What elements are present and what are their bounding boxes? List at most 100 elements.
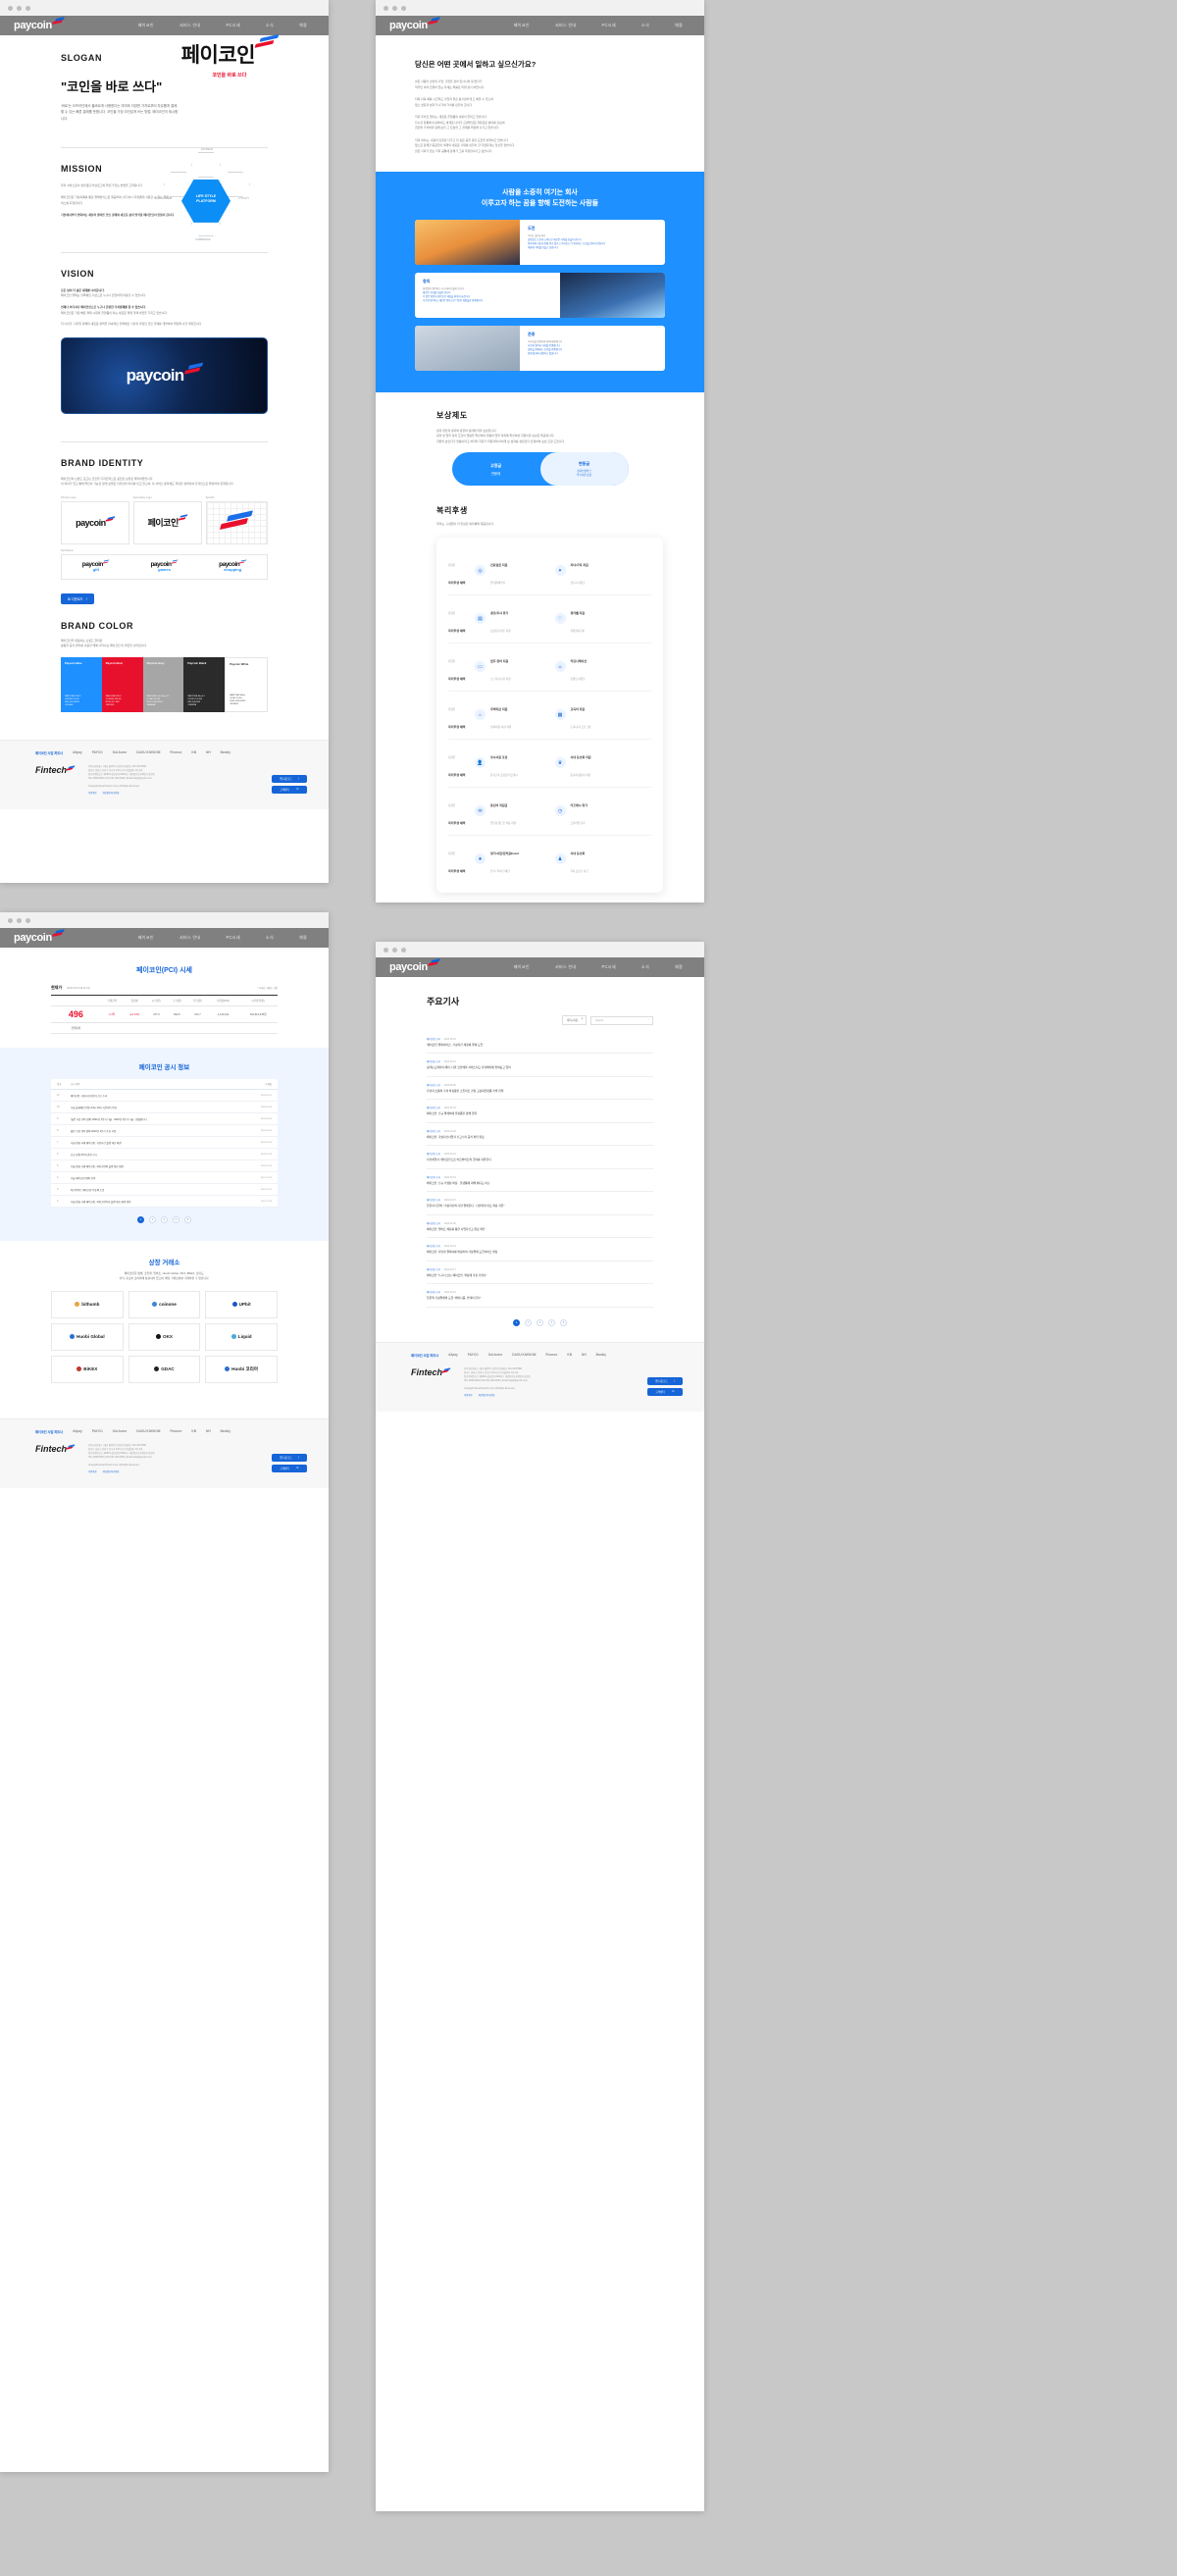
news-item[interactable]: 페이코인 소식 2022.03.10 달온핵 가상결제의 도입 "페이니즘, 컨텍이…	[427, 1284, 653, 1308]
page-3[interactable]: 3	[537, 1318, 543, 1326]
news-search-input[interactable]: Search ⌕	[590, 1015, 653, 1025]
window-close-dot[interactable]	[384, 947, 388, 953]
value-card[interactable]: 창의 끊임없이 생각하고 시도하며 만들어 갑니다 새로운 가치를 만들어 갑니다 더…	[415, 272, 665, 318]
footer-link-privacy[interactable]: 개인정보처리방침	[478, 1394, 495, 1397]
support-button[interactable]: 고객센터 ☏	[272, 1464, 307, 1472]
notice-title-cell[interactable]: 다날 협회 사례 페이코인, 파이코인이하 플랫 제휴 체결 확인	[71, 1200, 131, 1204]
footer-link-terms[interactable]: 이용약관	[464, 1394, 473, 1397]
window-maximize-dot[interactable]	[401, 947, 406, 953]
page-1[interactable]: 1	[137, 1216, 144, 1223]
partner-logo-4[interactable]: Finance	[170, 1429, 182, 1434]
news-title[interactable]: 페이코인, 신규 가맹점 확장 · 플랫폼에 대해 에디도 이슈	[427, 1180, 490, 1185]
nav-item-service[interactable]: 서비스 안내	[554, 964, 577, 969]
app-download-button[interactable]: 앱 다운로드 ⤓	[272, 774, 307, 783]
nav-item-price[interactable]: PC시세	[226, 935, 240, 940]
site-logo[interactable]: paycoin	[14, 20, 64, 31]
exchange-logo-8[interactable]: Huobi 코리아	[205, 1355, 278, 1383]
partner-logo-2[interactable]: GoLfzone	[112, 1429, 128, 1434]
exchange-logo-0[interactable]: bithumb	[51, 1290, 124, 1318]
nav-item-paycoin[interactable]: 페이코인	[137, 23, 154, 27]
news-item[interactable]: 페이코인 소식 2022.04.21 다날계열사, 페이코인으로 아르바이트의 급여…	[427, 1146, 653, 1169]
footer-link-terms[interactable]: 이용약관	[88, 1470, 97, 1473]
page-2[interactable]: 2	[525, 1318, 532, 1326]
notice-row[interactable]: 11 페이코인, 가상자산사업자 신고 수리 2022-04-12	[51, 1090, 278, 1102]
exchange-logo-1[interactable]: coinone	[128, 1290, 201, 1318]
news-item[interactable]: 페이코인 소식 2022.05.09 다날과 소통의 가격 확장동인 스튜어트 경험…	[427, 1077, 653, 1101]
notice-title-cell[interactable]: 다날 협회 사례 페이코인, 가상자산 플랫 제휴 체결	[71, 1141, 122, 1145]
partner-logo-0[interactable]: Alipay	[448, 1353, 458, 1358]
nav-item-price[interactable]: PC시세	[601, 964, 616, 969]
news-title[interactable]: 다날계열사, 페이코인으로 아르바이트의 급여를 지원한다	[427, 1158, 491, 1162]
notice-row[interactable]: 10 다날 블록체인 법인 Arby, Arby 지분취득 완료 2022-03-1…	[51, 1102, 278, 1113]
news-title[interactable]: 페이코인 "누구나 쓰는 페이코인, 확장에 가장 가깝다"	[427, 1272, 487, 1277]
news-item[interactable]: 페이코인 소식 2022.05.04 페이코인, 신규 결제처에 플랫폼을 향해 협…	[427, 1100, 653, 1123]
notice-row[interactable]: 8 달온 가상 행복 협의 2022년 1분기 주요 사업 2022-02-25	[51, 1125, 278, 1137]
notice-title-cell[interactable]: '달온 가상 행복 협의' 2022년 1분기 다날 · 2022년 1분기 다…	[71, 1117, 147, 1121]
search-icon[interactable]: ⌕	[647, 1017, 649, 1021]
news-title[interactable]: 달온과 다달이 "가상자산의 다날 결제한다 · 다날의데 리프 확장 자유"	[427, 1204, 505, 1209]
nav-item-paycoin[interactable]: 페이코인	[137, 935, 154, 940]
notice-row[interactable]: 5 다날 협회 사례 페이코인, 파이코인의 플랫 제휴 체결 2022-01-14	[51, 1160, 278, 1172]
nav-item-service[interactable]: 서비스 안내	[179, 23, 201, 27]
partner-logo-3[interactable]: DAOU KIWOOM	[512, 1353, 537, 1358]
partner-logo-6[interactable]: NH	[206, 750, 211, 755]
nav-item-careers[interactable]: 채용	[674, 23, 683, 27]
partner-logo-0[interactable]: Alipay	[73, 1429, 82, 1434]
nav-item-careers[interactable]: 채용	[298, 935, 307, 940]
page-3[interactable]: 3	[161, 1216, 168, 1223]
app-download-button[interactable]: 앱 다운로드 ⤓	[647, 1376, 683, 1385]
news-item[interactable]: 페이코인 소식 2022.04.15 페이코인, 신규 가맹점 확장 · 플랫폼에 …	[427, 1169, 653, 1193]
partner-logo-5[interactable]: KB	[191, 1429, 197, 1434]
notice-title-cell[interactable]: 페이코인, 가상자산사업자 신고 수리	[71, 1094, 108, 1098]
partner-logo-0[interactable]: Alipay	[73, 750, 82, 755]
notice-title-cell[interactable]: 다날 블록체인 법인 Arby, Arby 지분취득 완료	[71, 1106, 118, 1109]
news-item[interactable]: 페이코인 소식 2022.05.12 [단독] 도레이어 페이, 다날 코인페이 서…	[427, 1054, 653, 1077]
notice-row[interactable]: 6 신규 상장 (PCI) 관련 공시 2022-01-28	[51, 1149, 278, 1160]
window-close-dot[interactable]	[384, 5, 388, 11]
support-button[interactable]: 고객센터 ☏	[272, 785, 307, 794]
window-close-dot[interactable]	[8, 917, 13, 923]
notice-title-cell[interactable]: 신규 상장 (PCI) 관련 공시	[71, 1153, 98, 1157]
window-close-dot[interactable]	[8, 5, 13, 11]
news-item[interactable]: 페이코인 소식 2022.04.28 페이코인, 가상자산사업자 신고수리 공식 확…	[427, 1123, 653, 1147]
nav-item-news[interactable]: 소식	[265, 23, 274, 27]
window-maximize-dot[interactable]	[26, 5, 30, 11]
partner-logo-7[interactable]: Bankly	[220, 750, 231, 755]
window-minimize-dot[interactable]	[17, 917, 22, 923]
news-item[interactable]: 페이코인 소식 2022.03.24 페이코인, 다날과 결제사를 확장하여 가상결…	[427, 1238, 653, 1262]
exchange-logo-2[interactable]: UPbit	[205, 1290, 278, 1318]
exchange-logo-6[interactable]: BiKEX	[51, 1355, 124, 1383]
exchange-logo-4[interactable]: OKX	[128, 1322, 201, 1351]
nav-item-paycoin[interactable]: 페이코인	[513, 23, 530, 27]
nav-item-news[interactable]: 소식	[265, 935, 274, 940]
news-title[interactable]: 페이코인, 업비트 제휴를 통한 사업자신고 완료 확인	[427, 1226, 486, 1231]
footer-link-privacy[interactable]: 개인정보처리방침	[102, 792, 120, 795]
news-title[interactable]: 달온핵 가상결제의 도입 "페이니즘, 컨텍이 한다"	[427, 1296, 482, 1301]
notice-row[interactable]: 4 다날 페이코인 협의 진행 2021-12-23	[51, 1172, 278, 1184]
nav-item-price[interactable]: PC시세	[601, 23, 616, 27]
nav-item-careers[interactable]: 채용	[674, 964, 683, 969]
partner-logo-2[interactable]: GoLfzone	[487, 1353, 503, 1358]
news-title[interactable]: 페이코인, 다날과 결제사를 확장하여 가상결제 도입서비스 확장	[427, 1250, 498, 1255]
page-5[interactable]: 5	[560, 1318, 567, 1326]
partner-logo-4[interactable]: Finance	[170, 750, 182, 755]
site-logo[interactable]: paycoin	[14, 932, 64, 944]
nav-item-service[interactable]: 서비스 안내	[179, 935, 201, 940]
nav-item-careers[interactable]: 채용	[298, 23, 307, 27]
exchange-logo-7[interactable]: GDAC	[128, 1355, 201, 1383]
nav-item-paycoin[interactable]: 페이코인	[513, 964, 530, 969]
partner-logo-1[interactable]: PAYCO	[467, 1353, 479, 1358]
site-logo[interactable]: paycoin	[389, 961, 439, 973]
partner-logo-7[interactable]: Bankly	[595, 1353, 607, 1358]
notice-title-cell[interactable]: 아르바이트 페이코인 이슈의 도입	[71, 1188, 105, 1192]
partner-logo-5[interactable]: KB	[191, 750, 197, 755]
news-title[interactable]: 다날과 소통의 가격 확장동인 스튜어트 경험 고정화플랫폼 커넥 협약	[427, 1088, 504, 1093]
notice-title-cell[interactable]: 달온 가상 행복 협의 2022년 1분기 주요 사업	[71, 1129, 117, 1133]
news-title[interactable]: '페이코인 결제서비스', 가상자산 제휴에 결제 도입	[427, 1043, 484, 1047]
news-item[interactable]: 페이코인 소식 2022.03.30 페이코인, 업비트 제휴를 통한 사업자신고 …	[427, 1215, 653, 1239]
notice-row[interactable]: 2 다날 협회 사례 페이코인, 파이코인이하 플랫 제휴 체결 확인 2021-1…	[51, 1196, 278, 1208]
window-maximize-dot[interactable]	[26, 917, 30, 923]
partner-logo-3[interactable]: DAOU KIWOOM	[136, 1429, 161, 1434]
bi-download-button[interactable]: BI 다운로드 ⤓	[61, 592, 95, 604]
rewards-toggle-variable[interactable]: 변동급 성과인센티브 우수사원 포상	[539, 452, 629, 487]
